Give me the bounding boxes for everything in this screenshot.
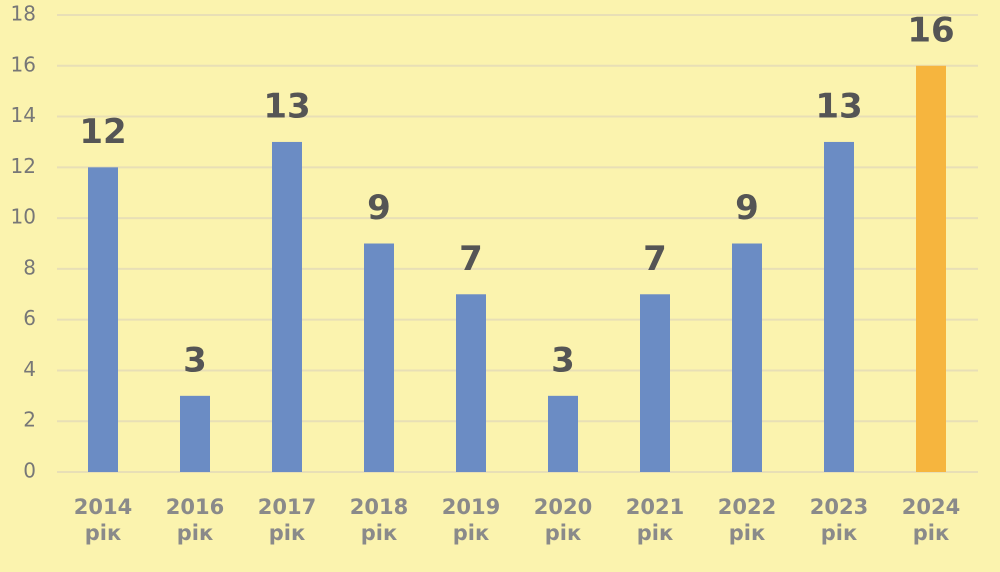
value-label: 16 <box>907 10 954 50</box>
value-label: 9 <box>735 188 759 228</box>
value-label: 7 <box>643 239 667 279</box>
y-tick-label: 14 <box>11 103 36 127</box>
bar <box>548 395 578 472</box>
y-tick-label: 18 <box>11 2 36 26</box>
bar <box>272 141 302 472</box>
value-label: 9 <box>367 188 391 228</box>
y-tick-label: 8 <box>23 255 36 279</box>
x-tick-label: 2022 рік <box>717 495 777 545</box>
value-label: 13 <box>263 86 310 126</box>
value-label: 3 <box>551 340 575 380</box>
bar <box>640 294 670 472</box>
x-tick-label: 2014 рік <box>73 495 133 545</box>
x-tick-label: 2018 рік <box>349 495 409 545</box>
y-tick-label: 6 <box>23 306 36 330</box>
y-tick-label: 4 <box>23 357 36 381</box>
y-tick-label: 10 <box>11 205 36 229</box>
value-label: 13 <box>815 86 862 126</box>
bar <box>824 141 854 472</box>
bar <box>456 294 486 472</box>
y-tick-label: 12 <box>11 154 36 178</box>
bar <box>732 243 762 472</box>
value-label: 7 <box>459 239 483 279</box>
x-tick-label: 2019 рік <box>441 495 501 545</box>
bar <box>180 395 210 472</box>
y-tick-label: 16 <box>11 52 36 76</box>
y-tick-label: 0 <box>23 459 36 483</box>
y-tick-label: 2 <box>23 408 36 432</box>
x-tick-label: 2017 рік <box>257 495 317 545</box>
value-label: 12 <box>79 112 126 152</box>
x-tick-label: 2023 рік <box>809 495 869 545</box>
x-tick-label: 2016 рік <box>165 495 225 545</box>
x-tick-label: 2024 рік <box>901 495 961 545</box>
x-tick-label: 2020 рік <box>533 495 593 545</box>
bar <box>916 65 946 473</box>
value-label: 3 <box>183 340 207 380</box>
bar <box>364 243 394 472</box>
x-tick-label: 2021 рік <box>625 495 685 545</box>
bar <box>88 167 118 473</box>
